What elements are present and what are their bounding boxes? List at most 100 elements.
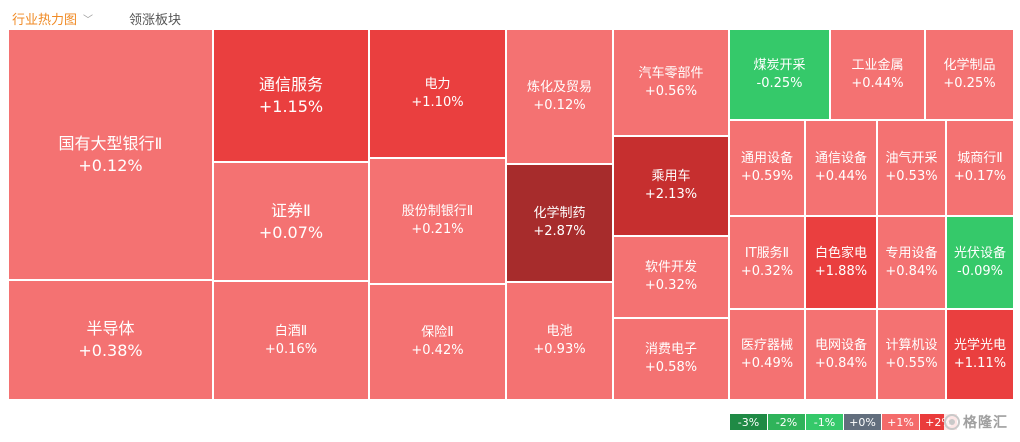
tile-name: 计算机设 [885,337,938,353]
tile-name: 医疗器械 [740,337,793,353]
tile-name: 炼化及贸易 [526,79,592,95]
heatmap-tile[interactable]: 消费电子 +0.58% [613,318,729,400]
legend-swatch: -2% [768,414,806,430]
heatmap-tile[interactable]: 光学光电 +1.11% [946,309,1014,400]
tile-change: -0.25% [756,75,803,91]
tile-change: +0.25% [943,75,996,91]
heatmap-tile[interactable]: 股份制银行Ⅱ +0.21% [369,158,506,284]
heatmap-tile[interactable]: 专用设备 +0.84% [877,216,946,309]
tile-change: +0.32% [740,263,794,279]
tile-change: +0.44% [814,169,868,184]
tile-name: 电池 [546,324,573,340]
tile-name: 工业金属 [851,57,904,73]
heatmap-tile[interactable]: 电力 +1.10% [369,29,506,158]
tile-name: 汽车零部件 [638,65,704,81]
tile-name: 通信设备 [814,151,867,167]
legend-swatch: +0% [844,414,882,430]
tile-name: 股份制银行Ⅱ [401,204,474,220]
heatmap-tile[interactable]: 半导体 +0.38% [8,280,213,400]
heatmap-tile[interactable]: 汽车零部件 +0.56% [613,29,729,136]
watermark-logo: 格隆汇 [944,412,1016,432]
tab-leading-sectors[interactable]: 领涨板块 [129,12,182,28]
heatmap-tile[interactable]: 证券Ⅱ +0.07% [213,162,369,281]
logo-icon [944,414,960,430]
heatmap-tile[interactable]: IT服务Ⅱ +0.32% [729,216,805,309]
heatmap-tile[interactable]: 国有大型银行Ⅱ +0.12% [8,29,213,280]
tile-change: +0.58% [644,360,698,375]
tile-change: +0.53% [885,169,938,184]
heatmap-tile[interactable]: 白色家电 +1.88% [805,216,877,309]
tab-industry-heatmap-label: 行业热力图 [12,12,78,28]
tile-name: 保险Ⅱ [421,325,454,341]
heatmap-tile[interactable]: 化学制品 +0.25% [925,29,1014,120]
heatmap-tile[interactable]: 医疗器械 +0.49% [729,309,805,400]
heatmap-tile[interactable]: 油气开采 +0.53% [877,120,946,216]
tile-name: IT服务Ⅱ [744,245,790,261]
heatmap-tile[interactable]: 化学制药 +2.87% [506,164,613,282]
tile-name: 通信服务 [258,74,323,94]
heatmap-tile[interactable]: 煤炭开采 -0.25% [729,29,830,120]
tile-name: 专用设备 [885,245,938,261]
tile-change: +1.88% [814,263,868,279]
tile-change: +0.16% [264,341,318,357]
tile-name: 光学光电 [953,337,1006,353]
tile-change: +0.44% [851,75,904,91]
tile-change: +1.10% [411,94,464,110]
tile-name: 通用设备 [740,151,793,167]
heatmap-tile[interactable]: 电池 +0.93% [506,282,613,400]
heatmap-tile[interactable]: 保险Ⅱ +0.42% [369,284,506,400]
heatmap-tile[interactable]: 通用设备 +0.59% [729,120,805,216]
industry-heatmap: 国有大型银行Ⅱ +0.12% 半导体 +0.38% 通信服务 +1.15% 证券Ⅱ +0.07… [8,29,1014,400]
tile-name: 白酒Ⅱ [274,323,308,339]
heatmap-tile[interactable]: 城商行Ⅱ +0.17% [946,120,1014,216]
tile-name: 化学制品 [943,57,996,73]
tile-change: +0.17% [953,169,1007,184]
legend-swatch: -3% [730,414,768,430]
chevron-down-icon[interactable]: ﹀ [83,14,94,26]
tile-name: 证券Ⅱ [271,200,311,220]
tile-name: 白色家电 [814,245,867,261]
tile-change: +0.56% [644,83,698,99]
tile-name: 消费电子 [644,342,697,358]
tab-bar: 行业热力图 ﹀ 领涨板块 [12,8,181,28]
tile-change: +2.13% [644,187,698,202]
heatmap-tile[interactable]: 计算机设 +0.55% [877,309,946,400]
tile-change: +0.32% [644,278,698,293]
tab-industry-heatmap[interactable]: 行业热力图 ﹀ [12,9,93,28]
tile-name: 煤炭开采 [753,57,806,73]
tile-change: +1.15% [258,96,324,116]
tile-name: 国有大型银行Ⅱ [58,133,163,153]
tile-change: +0.84% [814,355,868,371]
watermark-text: 格隆汇 [963,415,1008,431]
heatmap-tile[interactable]: 炼化及贸易 +0.12% [506,29,613,164]
tile-change: -0.09% [957,263,1003,279]
tile-change: +0.49% [740,355,794,371]
tile-name: 光伏设备 [953,245,1006,261]
tile-change: +0.12% [533,97,586,113]
tile-change: +0.38% [78,341,143,360]
tile-name: 乘用车 [651,169,691,185]
tile-name: 软件开发 [644,260,697,276]
heatmap-tile[interactable]: 白酒Ⅱ +0.16% [213,281,369,400]
tile-change: +1.11% [953,355,1007,371]
tile-change: +0.42% [411,343,464,358]
heatmap-tile[interactable]: 电网设备 +0.84% [805,309,877,400]
heatmap-tile[interactable]: 光伏设备 -0.09% [946,216,1014,309]
tile-change: +0.84% [885,263,938,279]
tile-change: +0.07% [258,222,324,242]
tile-name: 城商行Ⅱ [957,151,1003,167]
tile-change: +0.59% [740,169,794,184]
tile-name: 电力 [424,76,451,92]
tile-name: 化学制药 [533,206,586,222]
color-legend: -3% -2% -1% +0% +1% +2% [730,414,958,430]
tile-change: +0.21% [411,222,464,237]
heatmap-tile[interactable]: 乘用车 +2.13% [613,136,729,236]
tile-name: 电网设备 [814,337,867,353]
heatmap-tile[interactable]: 通信服务 +1.15% [213,29,369,162]
legend-swatch: -1% [806,414,844,430]
legend-swatch: +1% [882,414,920,430]
tile-change: +0.55% [885,355,938,371]
heatmap-tile[interactable]: 工业金属 +0.44% [830,29,925,120]
heatmap-tile[interactable]: 软件开发 +0.32% [613,236,729,318]
heatmap-tile[interactable]: 通信设备 +0.44% [805,120,877,216]
